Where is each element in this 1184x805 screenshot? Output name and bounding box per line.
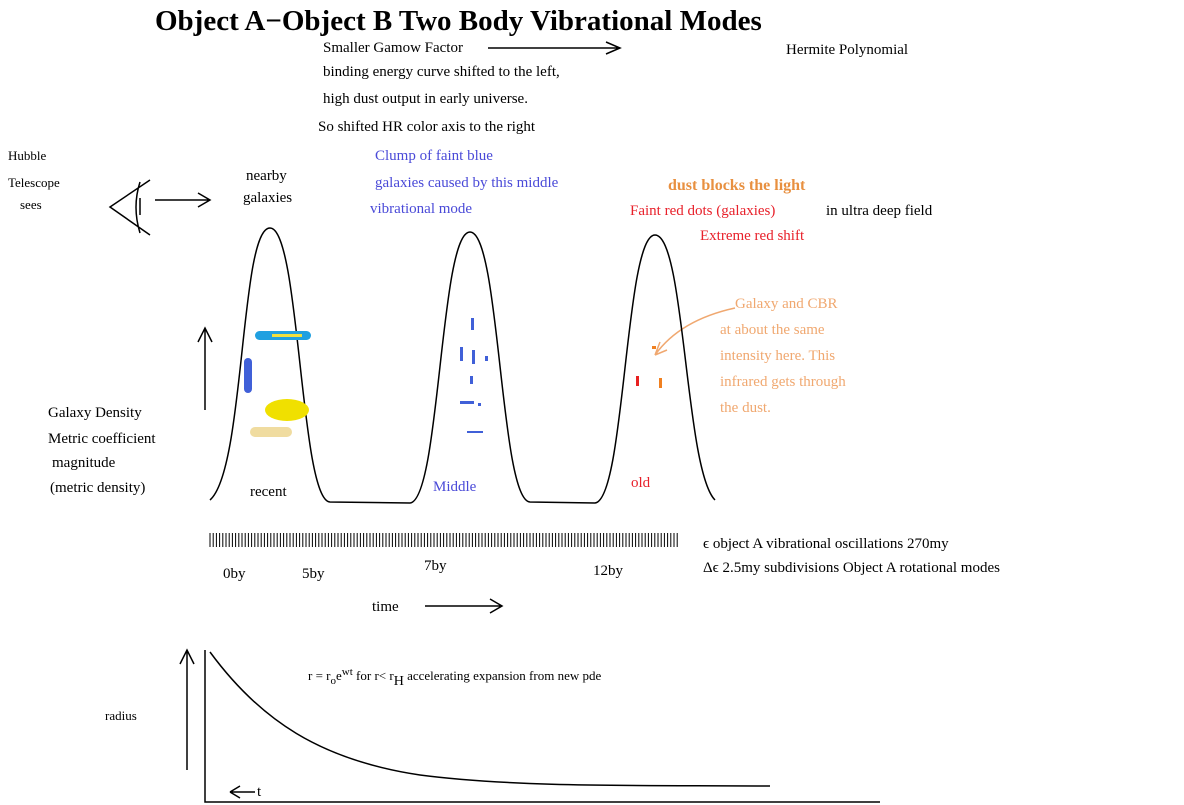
axis-label: radius — [105, 708, 137, 723]
note: Smaller Gamow Factor — [323, 40, 463, 56]
note: binding energy curve shifted to the left… — [323, 64, 560, 80]
title: Object A−Object B Two Body Vibrational M… — [155, 5, 762, 37]
galaxy — [652, 346, 656, 349]
equation: r = roewt for r< rH accelerating expansi… — [308, 666, 601, 689]
arrow — [425, 598, 504, 614]
mode-curve — [209, 227, 716, 504]
note: Extreme red shift — [700, 228, 805, 244]
galaxy — [265, 399, 309, 421]
time-label: 7by — [424, 558, 447, 574]
note: vibrational mode — [370, 201, 472, 217]
note: So shifted HR color axis to the right — [318, 119, 536, 135]
note: infrared gets through — [720, 374, 846, 390]
mode-label: recent — [250, 484, 287, 500]
note: at about the same — [720, 322, 825, 338]
axis-label: magnitude — [52, 455, 116, 471]
note: high dust output in early universe. — [323, 91, 528, 107]
axis-label: Metric coefficient — [48, 431, 156, 447]
note: Faint red dots (galaxies) — [630, 203, 775, 219]
note: galaxies caused by this middle — [375, 175, 559, 191]
mode-label: Middle — [433, 479, 477, 495]
arrow — [488, 41, 622, 55]
axis-label: t — [257, 784, 262, 800]
galaxy-clump — [460, 318, 488, 433]
label: Telescope — [8, 175, 60, 190]
subdivision-ticks — [209, 533, 678, 547]
time-label: 0by — [223, 566, 246, 582]
mode-label: old — [631, 475, 651, 491]
note: the dust. — [720, 400, 771, 416]
label: Hubble — [8, 148, 47, 163]
note: Hermite Polynomial — [786, 42, 908, 58]
arrow — [197, 326, 213, 410]
arrow — [654, 307, 736, 356]
note: in ultra deep field — [826, 203, 933, 219]
note: dust blocks the light — [668, 177, 806, 194]
label: Δϵ 2.5my subdivisions Object A rotationa… — [703, 560, 1000, 576]
axis-label: Galaxy Density — [48, 405, 142, 421]
arrow — [229, 785, 255, 799]
galaxy — [244, 358, 252, 393]
axes — [204, 650, 880, 803]
time-label: 12by — [593, 563, 624, 579]
note: Galaxy and CBR — [735, 296, 838, 312]
galaxy — [272, 334, 302, 337]
axis-label: time — [372, 599, 399, 615]
label: galaxies — [243, 190, 292, 206]
label: ϵ object A vibrational oscillations 270m… — [703, 536, 949, 552]
galaxy — [250, 427, 292, 437]
arrow — [155, 192, 212, 208]
label: nearby — [246, 168, 287, 184]
time-label: 5by — [302, 566, 325, 582]
note: intensity here. This — [720, 348, 835, 364]
eye — [108, 179, 151, 236]
galaxy — [636, 376, 639, 386]
arrow — [179, 648, 195, 770]
radius-curve — [209, 651, 771, 787]
axis-label: (metric density) — [50, 480, 145, 496]
label: sees — [20, 197, 42, 212]
galaxy — [659, 378, 662, 388]
note: Clump of faint blue — [375, 148, 493, 164]
